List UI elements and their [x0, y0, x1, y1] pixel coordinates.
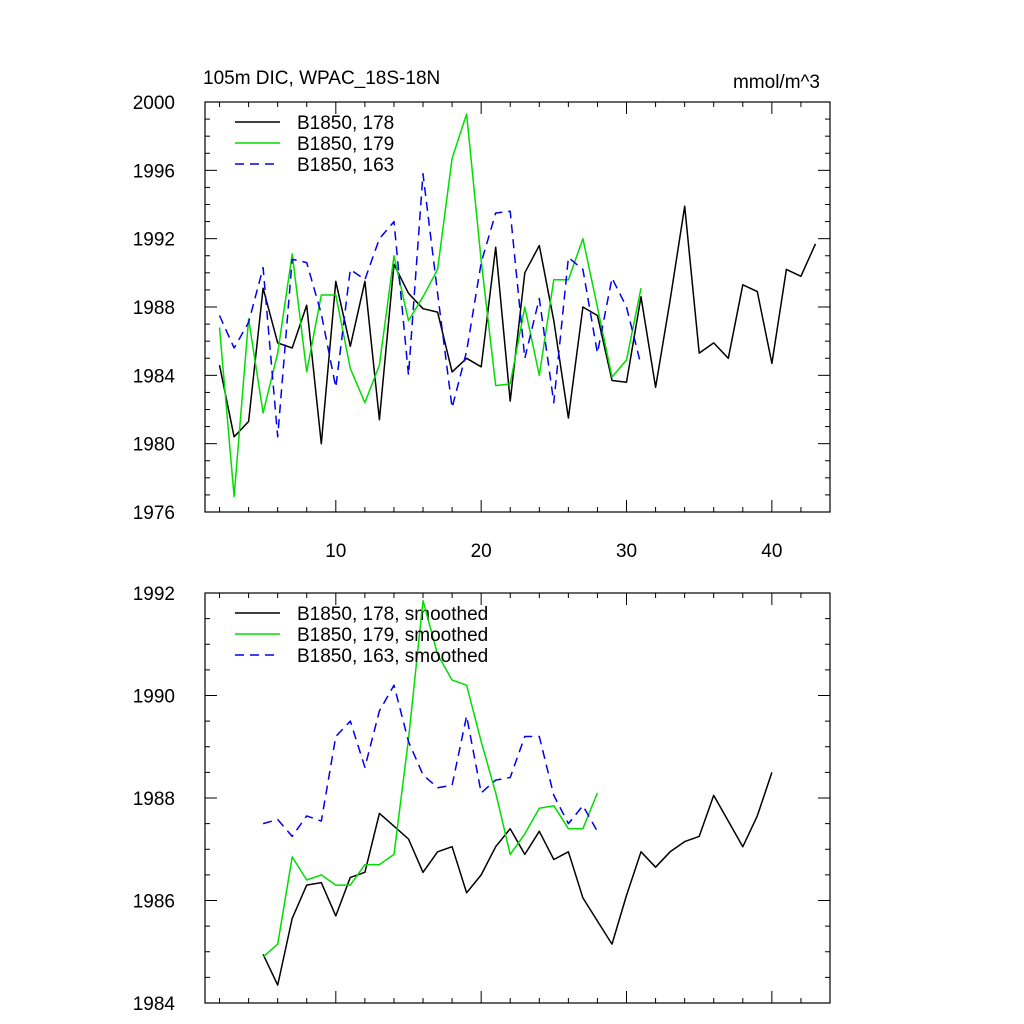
y-tick-label: 1986: [133, 892, 175, 913]
chart-panel-2: 1984 1986 1988 1990 1992 B1850, 178, smoothed…: [133, 584, 831, 1015]
y-tick-label: 1988: [133, 298, 175, 319]
y-tick-label: 1984: [133, 366, 176, 387]
legend-label-1: B1850, 178: [297, 113, 394, 134]
y-tick-label: 1996: [133, 161, 175, 182]
series-line-2: [262, 599, 599, 958]
y-tick-label: 1988: [133, 789, 175, 810]
series-line-2: [218, 113, 642, 498]
chart-title: 105m DIC, WPAC_18S-18N: [203, 68, 440, 89]
chart-panel-1: 10 20 30 40 1976 1980 1984 1988 1992 1996 2000 B185…: [133, 93, 831, 562]
x-tick-label: 30: [616, 541, 637, 562]
x-tick-label: 20: [471, 541, 492, 562]
y-tick-label: 1980: [133, 435, 175, 456]
series-line-1: [218, 205, 817, 445]
legend-label-3: B1850, 163, smoothed: [297, 646, 488, 667]
legend-label-2: B1850, 179: [297, 134, 394, 155]
chart-units: mmol/m^3: [733, 72, 820, 93]
x-tick-label: 10: [325, 541, 346, 562]
y-tick-label: 1992: [133, 230, 175, 251]
y-tick-label: 1984: [133, 994, 176, 1015]
series-line-1: [262, 772, 773, 986]
y-tick-label: 1992: [133, 584, 175, 605]
x-tick-label: 40: [761, 541, 782, 562]
series-line-3: [218, 173, 642, 438]
y-tick-label: 1976: [133, 503, 175, 524]
legend-label-2: B1850, 179, smoothed: [297, 625, 488, 646]
legend-label-1: B1850, 178, smoothed: [297, 604, 488, 625]
series-line-3: [262, 684, 599, 838]
legend-label-3: B1850, 163: [297, 155, 394, 176]
y-tick-label: 1990: [133, 687, 175, 708]
y-tick-label: 2000: [133, 93, 175, 114]
